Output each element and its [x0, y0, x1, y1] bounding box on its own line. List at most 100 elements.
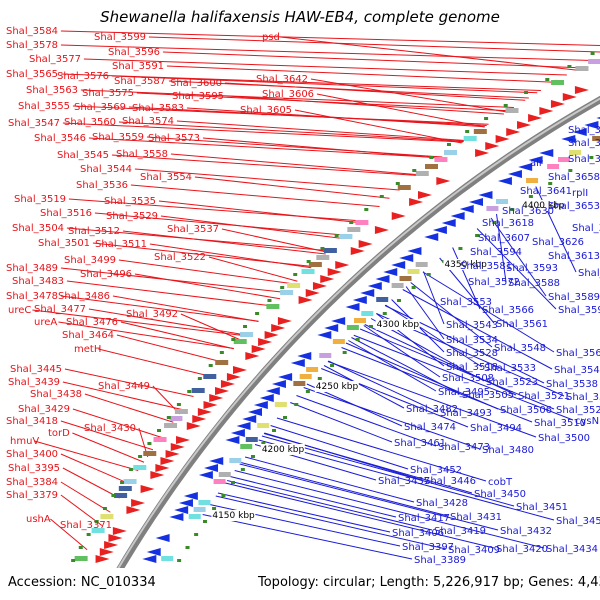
reverse-gene-arrow [518, 163, 533, 171]
right-connector [405, 286, 445, 340]
cog-block-forward [473, 129, 487, 134]
cog-block-forward [434, 157, 448, 162]
left-gene-label: Shal_3438 [30, 389, 82, 400]
cog-block-reverse [391, 283, 404, 288]
left-gene-label: Shal_3512 [68, 226, 120, 237]
left-gene-label: hmuV [10, 436, 39, 447]
left-gene-label: Shal_3574 [122, 116, 174, 127]
reverse-gene-arrow [290, 359, 305, 367]
left-connector [50, 518, 88, 551]
right-gene-label: Shal_3590 [558, 305, 600, 316]
left-connector [60, 44, 593, 61]
right-gene-label: Shal_3437 [378, 476, 430, 487]
right-gene-label: rplI [572, 188, 588, 199]
forward-gene-arrow [574, 86, 589, 94]
cog-block-reverse [486, 206, 499, 211]
minor-tick-inner [212, 507, 217, 510]
left-gene-label: Shal_3449 [98, 381, 150, 392]
cog-block-reverse [361, 311, 374, 316]
right-gene-label: Shal_3594 [470, 247, 522, 258]
cog-block-reverse [376, 297, 389, 302]
forward-gene-arrow [99, 548, 114, 556]
left-gene-label: Shal_3483 [12, 276, 64, 287]
minor-tick-inner [492, 221, 497, 224]
right-gene-label: Shal_3613 [548, 251, 600, 262]
right-gene-label: Shal_3453 [556, 516, 600, 527]
right-connector [359, 328, 555, 410]
left-connector [148, 36, 600, 53]
minor-tick-outer [395, 182, 400, 185]
minor-tick-inner [185, 546, 190, 549]
right-gene-label: Shal_3534 [446, 335, 498, 346]
minor-tick-inner [589, 156, 594, 159]
right-gene-label: Shal_3406 [392, 528, 444, 539]
forward-gene-arrow [258, 338, 273, 346]
minor-tick-outer [412, 169, 417, 172]
right-connector [321, 368, 469, 428]
left-gene-label: Shal_3606 [262, 89, 314, 100]
forward-gene-arrow [550, 100, 565, 108]
cog-block-reverse [299, 374, 312, 379]
kbp-tick-label: 4250 kbp [316, 382, 359, 392]
forward-gene-arrow [277, 317, 292, 325]
kbp-label-bg [375, 319, 420, 330]
left-gene-label: Shal_3560 [64, 117, 116, 128]
cog-block-reverse [193, 507, 206, 512]
right-gene-label: Shal_3689 [568, 138, 600, 149]
left-gene-label: Shal_3554 [140, 172, 192, 183]
cog-block-reverse [557, 157, 570, 162]
minor-tick-outer [111, 494, 116, 497]
right-gene-label: Shal_3543 [446, 320, 498, 331]
right-connector [290, 402, 393, 443]
cog-block-reverse [496, 199, 509, 204]
minor-tick-inner [426, 273, 431, 276]
forward-gene-arrow [126, 506, 141, 514]
right-gene-label: Shal_3698 [568, 125, 600, 136]
kbp-label-bg [260, 444, 305, 455]
right-gene-label: Shal_3658 [548, 172, 600, 183]
left-connector [60, 453, 130, 485]
minor-tick-inner [221, 494, 226, 497]
forward-gene-arrow [391, 212, 406, 220]
cog-block-forward [355, 220, 369, 225]
reverse-gene-arrow [247, 408, 262, 416]
cog-block-reverse [229, 458, 242, 463]
left-gene-label: Shal_3583 [132, 103, 184, 114]
right-gene-label: Shal_3581 [460, 261, 512, 272]
forward-gene-arrow [495, 135, 510, 143]
cog-block-forward [339, 234, 353, 239]
minor-tick-inner [369, 325, 374, 328]
reverse-gene-arrow [507, 170, 522, 178]
right-connector [327, 361, 537, 438]
cog-block-forward [133, 465, 147, 470]
right-gene-label: Shal_3493 [440, 408, 492, 419]
reverse-gene-arrow [236, 422, 251, 430]
cog-block-forward [143, 451, 157, 456]
right-gene-label: Shal_3482 [406, 404, 458, 415]
right-gene-label: Shal_3523 [486, 377, 538, 388]
left-gene-label: Shal_3430 [84, 423, 136, 434]
cog-block-reverse [213, 479, 226, 484]
left-gene-label: Shal_3400 [6, 449, 58, 460]
cog-block-reverse [346, 325, 359, 330]
left-gene-label: Shal_3599 [94, 32, 146, 43]
left-gene-label: Shal_3535 [104, 196, 156, 207]
forward-gene-arrow [170, 443, 185, 451]
right-connector [202, 514, 413, 560]
left-connector [62, 122, 464, 143]
reverse-gene-arrow [142, 555, 157, 563]
left-gene-label: ushA [26, 514, 51, 525]
reverse-gene-arrow [317, 331, 332, 339]
reverse-gene-arrow [345, 303, 360, 311]
reverse-gene-arrow [399, 254, 414, 262]
minor-tick-inner [528, 195, 533, 198]
right-connector [296, 395, 437, 447]
right-connector [345, 342, 499, 410]
left-connector [116, 334, 223, 363]
right-gene-label: Shal_3612 [578, 268, 600, 279]
cog-block-forward [215, 360, 229, 365]
right-connector [323, 365, 405, 409]
left-gene-label: metH [74, 344, 101, 355]
left-connector [134, 168, 400, 191]
